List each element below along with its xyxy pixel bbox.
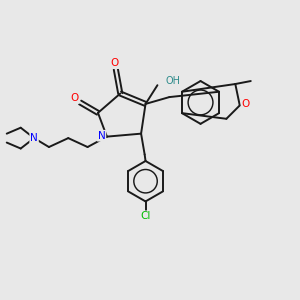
- Text: O: O: [242, 99, 250, 109]
- Text: O: O: [110, 58, 118, 68]
- Text: N: N: [30, 133, 38, 143]
- Text: O: O: [71, 93, 79, 103]
- Text: OH: OH: [166, 76, 181, 86]
- Text: N: N: [98, 131, 105, 141]
- Text: Cl: Cl: [140, 211, 151, 221]
